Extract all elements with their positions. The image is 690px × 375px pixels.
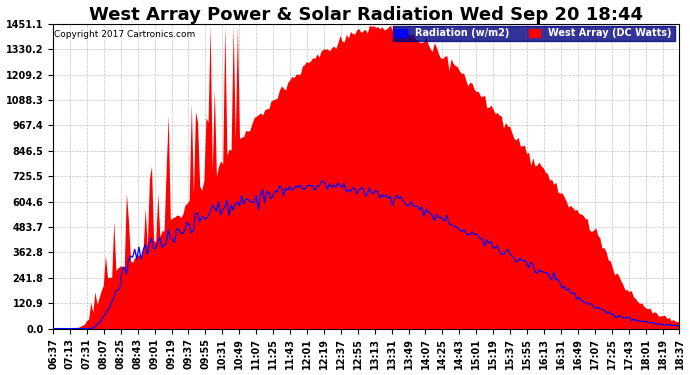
- Legend: Radiation (w/m2), West Array (DC Watts): Radiation (w/m2), West Array (DC Watts): [393, 26, 675, 41]
- Text: Copyright 2017 Cartronics.com: Copyright 2017 Cartronics.com: [55, 30, 195, 39]
- Title: West Array Power & Solar Radiation Wed Sep 20 18:44: West Array Power & Solar Radiation Wed S…: [89, 6, 643, 24]
